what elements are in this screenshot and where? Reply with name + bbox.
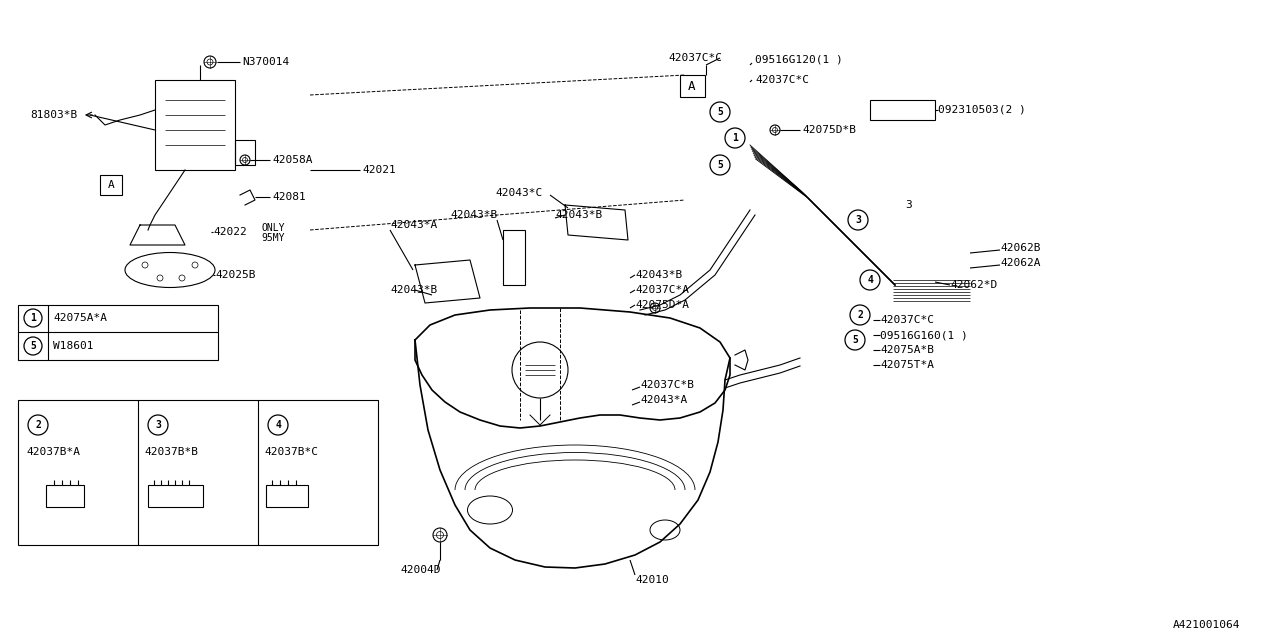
Text: 42037C*B: 42037C*B	[640, 380, 694, 390]
Text: 42075T*A: 42075T*A	[881, 360, 934, 370]
Text: 2: 2	[35, 420, 41, 430]
Bar	[100, 175, 122, 195]
Text: W18601: W18601	[52, 341, 93, 351]
Text: 2: 2	[858, 310, 863, 320]
Text: 5: 5	[717, 160, 723, 170]
Text: 42037C*C: 42037C*C	[881, 315, 934, 325]
Text: 09516G160(1 ): 09516G160(1 )	[881, 330, 968, 340]
Text: 42010: 42010	[635, 575, 668, 585]
Text: 42043*B: 42043*B	[556, 210, 603, 220]
Text: 3: 3	[155, 420, 161, 430]
Bar	[266, 485, 308, 507]
Text: 42043*B: 42043*B	[451, 210, 497, 220]
Text: 42025B: 42025B	[215, 270, 256, 280]
Text: 42043*B: 42043*B	[390, 285, 438, 295]
Text: 42043*B: 42043*B	[635, 270, 682, 280]
Text: 42075A*A: 42075A*A	[52, 313, 108, 323]
Bar	[680, 75, 705, 97]
Text: 5: 5	[717, 107, 723, 117]
Text: 5: 5	[852, 335, 858, 345]
Text: 42062B: 42062B	[1000, 243, 1041, 253]
Text: 4: 4	[275, 420, 280, 430]
Text: 81803*B: 81803*B	[29, 110, 77, 120]
Text: 42058A: 42058A	[273, 155, 312, 165]
Bar	[503, 230, 525, 285]
Text: 42037B*B: 42037B*B	[143, 447, 198, 457]
Bar	[18, 305, 218, 360]
Bar	[236, 140, 255, 165]
Text: 42037B*C: 42037B*C	[264, 447, 317, 457]
Text: 42075A*B: 42075A*B	[881, 345, 934, 355]
Bar	[46, 485, 84, 507]
Text: ONLY: ONLY	[261, 223, 284, 233]
Text: 3: 3	[905, 200, 911, 210]
Text: A: A	[689, 79, 696, 93]
Text: 1: 1	[29, 313, 36, 323]
Bar	[870, 100, 934, 120]
Text: 95MY: 95MY	[261, 233, 284, 243]
Text: 42022: 42022	[212, 227, 247, 237]
Text: N370014: N370014	[242, 57, 289, 67]
Text: 42062*D: 42062*D	[950, 280, 997, 290]
Text: 42043*A: 42043*A	[390, 220, 438, 230]
Text: 09516G120(1 ): 09516G120(1 )	[755, 55, 842, 65]
Text: 4: 4	[867, 275, 873, 285]
Text: 42037C*C: 42037C*C	[755, 75, 809, 85]
Text: 42037C*C: 42037C*C	[668, 53, 722, 63]
Text: 42081: 42081	[273, 192, 306, 202]
Text: 5: 5	[29, 341, 36, 351]
Text: 42021: 42021	[362, 165, 396, 175]
Text: 1: 1	[732, 133, 739, 143]
Text: A: A	[108, 180, 114, 190]
Text: 3: 3	[855, 215, 861, 225]
Bar	[18, 400, 378, 545]
Text: 42075D*B: 42075D*B	[803, 125, 856, 135]
Text: 42004D: 42004D	[399, 565, 440, 575]
Text: 42037C*A: 42037C*A	[635, 285, 689, 295]
Text: 42062A: 42062A	[1000, 258, 1041, 268]
Text: 42037B*A: 42037B*A	[26, 447, 79, 457]
Bar	[155, 80, 236, 170]
Bar	[148, 485, 204, 507]
Text: 42075D*A: 42075D*A	[635, 300, 689, 310]
Text: A421001064: A421001064	[1172, 620, 1240, 630]
Text: 092310503(2 ): 092310503(2 )	[938, 105, 1025, 115]
Text: 42043*A: 42043*A	[640, 395, 687, 405]
Text: 42043*C: 42043*C	[495, 188, 543, 198]
